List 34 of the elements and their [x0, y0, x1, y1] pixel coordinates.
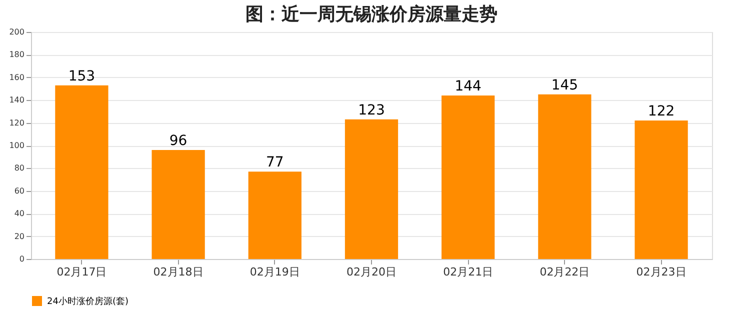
bar	[634, 120, 688, 259]
bar	[442, 96, 495, 259]
bar	[344, 119, 398, 259]
x-tick-label: 02月22日	[540, 266, 590, 278]
data-label: 144	[454, 78, 482, 95]
data-label: 77	[266, 154, 284, 171]
x-tick-label: 02月20日	[346, 266, 396, 278]
x-tick-label: 02月23日	[636, 266, 686, 278]
bar	[538, 94, 592, 259]
bar	[55, 85, 108, 259]
y-tick-label: 40	[14, 209, 24, 218]
y-tick-label: 200	[9, 28, 24, 36]
x-tick-label: 02月17日	[56, 266, 107, 278]
data-label: 123	[358, 102, 385, 118]
y-tick-label: 0	[19, 254, 24, 264]
y-tick-label: 160	[9, 72, 24, 82]
x-tick-label: 02月18日	[153, 266, 204, 278]
chart-title: 图：近一周无锡涨价房源量走势	[246, 4, 498, 25]
y-tick-label: 80	[14, 164, 24, 173]
y-tick-label: 120	[9, 118, 24, 128]
y-tick-label: 100	[9, 141, 24, 150]
y-tick-label: 140	[9, 96, 24, 105]
bar	[152, 150, 205, 259]
data-label: 122	[648, 104, 675, 120]
y-tick-label: 60	[14, 186, 24, 196]
bar	[248, 172, 302, 259]
data-label: 153	[68, 68, 96, 84]
legend-label: 24小时涨价房源(套)	[47, 296, 128, 307]
y-tick-label: 180	[9, 50, 24, 60]
y-tick-label: 20	[14, 232, 24, 241]
x-tick-label: 02月19日	[250, 266, 300, 278]
data-label: 96	[169, 133, 188, 150]
x-tick-label: 02月21日	[443, 266, 494, 278]
data-label: 145	[551, 77, 578, 94]
